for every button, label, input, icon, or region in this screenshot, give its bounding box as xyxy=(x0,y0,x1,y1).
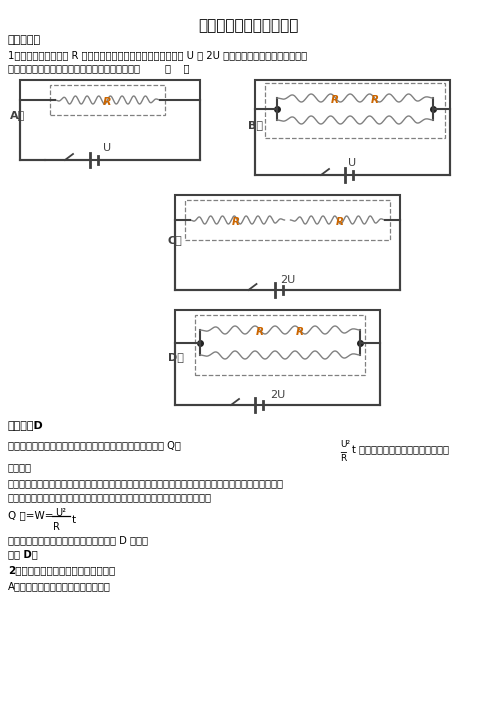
Bar xyxy=(185,200,390,240)
Bar xyxy=(50,85,165,115)
Text: U²: U² xyxy=(340,440,350,449)
Text: 两电阻串联时电路中的总电阻最大，两电阻并联时电路中的总电阻最小，因为: 两电阻串联时电路中的总电阻最大，两电阻并联时电路中的总电阻最小，因为 xyxy=(8,492,212,502)
Text: U²: U² xyxy=(55,508,66,518)
Text: 【答案】D: 【答案】D xyxy=(8,420,44,430)
Bar xyxy=(175,195,400,290)
Text: 2U: 2U xyxy=(270,390,285,400)
Text: 1．如图所示，阻值为 R 的电阻丝，用四种方法分别接在电压为 U 或 2U 的电源上，闭合开关后，在相同: 1．如图所示，阻值为 R 的电阻丝，用四种方法分别接在电压为 U 或 2U 的电… xyxy=(8,50,307,60)
Text: 【分析】根据电阻的串并联比较各选项中电阻的大小，根据 Q＝: 【分析】根据电阻的串并联比较各选项中电阻的大小，根据 Q＝ xyxy=(8,440,181,450)
Text: 一、选择题: 一、选择题 xyxy=(8,35,41,45)
Bar xyxy=(175,310,380,405)
Bar xyxy=(265,83,445,138)
Text: ─: ─ xyxy=(340,448,346,458)
Text: 的关系。: 的关系。 xyxy=(8,462,32,472)
Bar xyxy=(20,80,200,160)
Text: t: t xyxy=(72,515,76,525)
Bar xyxy=(255,80,450,175)
Text: R: R xyxy=(335,217,344,227)
Text: 【详解】因为串联电路中电阻等于各分电阻之和，并联电路中总电阻的倒数等于各分电阻倒数之和，所以: 【详解】因为串联电路中电阻等于各分电阻之和，并联电路中总电阻的倒数等于各分电阻倒… xyxy=(8,478,284,488)
Text: D．: D． xyxy=(168,352,184,362)
Text: R: R xyxy=(296,327,304,337)
Text: 时间内，虚线框里的电阻丝产生的总热量最多的是        （    ）: 时间内，虚线框里的电阻丝产生的总热量最多的是 （ ） xyxy=(8,63,189,73)
Text: U: U xyxy=(103,143,111,153)
Text: 故选 D。: 故选 D。 xyxy=(8,549,38,559)
Text: R: R xyxy=(371,95,379,105)
Text: R: R xyxy=(340,454,346,463)
Bar xyxy=(195,315,365,375)
Text: A．发现有人触电应立即用手将人拉开: A．发现有人触电应立即用手将人拉开 xyxy=(8,581,111,591)
Text: R: R xyxy=(232,217,240,227)
Text: Q 总=W=: Q 总=W= xyxy=(8,510,54,520)
Text: 初三上学期期末物理试卷: 初三上学期期末物理试卷 xyxy=(198,18,298,33)
Text: t 得出它们在相同的时间内放出热量: t 得出它们在相同的时间内放出热量 xyxy=(352,445,449,455)
Text: 2U: 2U xyxy=(280,275,295,285)
Text: C．: C． xyxy=(168,235,183,245)
Text: U: U xyxy=(348,158,357,168)
Text: B．: B． xyxy=(248,120,263,130)
Text: R: R xyxy=(53,522,60,532)
Text: R: R xyxy=(103,97,111,107)
Text: R: R xyxy=(256,327,264,337)
Text: 2．下列做法中符合安全用电要求的是: 2．下列做法中符合安全用电要求的是 xyxy=(8,565,115,575)
Text: A．: A． xyxy=(10,110,25,120)
Text: 所以在相同的时间内放出的热量最多的是 D 选项，: 所以在相同的时间内放出的热量最多的是 D 选项， xyxy=(8,535,148,545)
Text: R: R xyxy=(331,95,339,105)
